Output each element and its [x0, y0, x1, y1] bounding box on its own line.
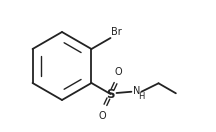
Text: S: S [106, 88, 115, 100]
Text: O: O [98, 111, 106, 121]
Text: Br: Br [111, 27, 122, 37]
Text: H: H [138, 92, 145, 101]
Text: O: O [115, 67, 122, 77]
Text: N: N [133, 86, 140, 96]
